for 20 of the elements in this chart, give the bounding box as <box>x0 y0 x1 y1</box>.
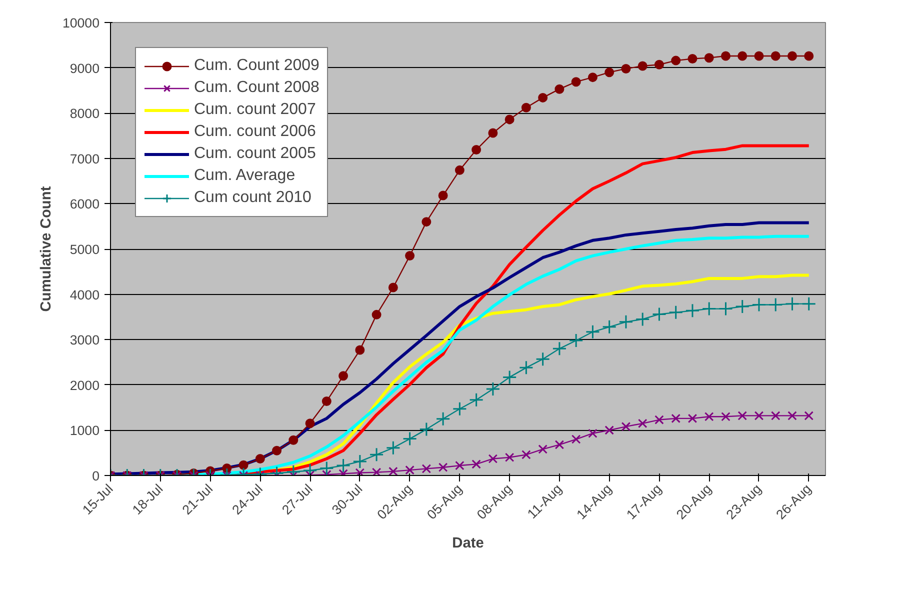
y-tick-label: 10000 <box>62 16 100 30</box>
y-tick-label: 2000 <box>70 378 100 393</box>
x-axis-title: Date <box>452 535 484 552</box>
legend-label: Cum. Count 2009 <box>194 57 320 75</box>
legend-label: Cum. count 2007 <box>194 101 316 119</box>
y-tick-label: 6000 <box>70 196 100 212</box>
legend-label: Cum. count 2006 <box>194 123 316 141</box>
y-tick-label: 8000 <box>70 106 100 122</box>
y-tick-label: 0 <box>92 468 100 484</box>
y-axis-title: Cumulative Count <box>38 186 54 312</box>
y-tick-label: 7000 <box>70 151 100 166</box>
y-tick-label: 9000 <box>70 60 100 76</box>
legend-label: Cum. Average <box>194 167 296 185</box>
legend-label: Cum. count 2005 <box>194 145 316 163</box>
legend-label: Cum. Count 2008 <box>194 79 320 97</box>
y-tick-label: 4000 <box>70 287 100 302</box>
legend-label: Cum count 2010 <box>194 189 312 207</box>
y-tick-label: 3000 <box>70 332 100 348</box>
y-tick-label: 5000 <box>70 242 100 257</box>
y-tick-label: 1000 <box>70 423 100 438</box>
